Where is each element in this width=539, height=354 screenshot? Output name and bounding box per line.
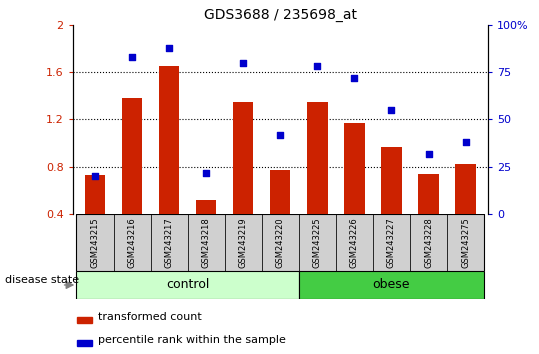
Bar bbox=[150, 214, 188, 271]
Title: GDS3688 / 235698_at: GDS3688 / 235698_at bbox=[204, 8, 357, 22]
Point bbox=[202, 170, 211, 175]
Text: GSM243227: GSM243227 bbox=[387, 217, 396, 268]
Bar bbox=[77, 317, 92, 323]
Text: disease state: disease state bbox=[5, 275, 80, 285]
Text: GSM243275: GSM243275 bbox=[461, 217, 470, 268]
Bar bbox=[447, 214, 484, 271]
Bar bbox=[410, 214, 447, 271]
Text: control: control bbox=[166, 279, 209, 291]
Text: GSM243228: GSM243228 bbox=[424, 217, 433, 268]
Bar bbox=[344, 123, 364, 214]
Bar bbox=[270, 170, 291, 214]
Bar bbox=[114, 214, 150, 271]
Text: transformed count: transformed count bbox=[98, 312, 202, 322]
Text: GSM243216: GSM243216 bbox=[128, 217, 136, 268]
Point bbox=[91, 173, 99, 179]
Point bbox=[128, 54, 136, 60]
Bar bbox=[299, 214, 336, 271]
Point bbox=[165, 45, 174, 50]
Bar bbox=[188, 214, 225, 271]
Bar bbox=[233, 102, 253, 214]
Point bbox=[350, 75, 359, 81]
Text: obese: obese bbox=[372, 279, 410, 291]
Text: GSM243219: GSM243219 bbox=[239, 217, 248, 268]
Bar bbox=[373, 214, 410, 271]
Point bbox=[461, 139, 470, 145]
Bar bbox=[159, 66, 179, 214]
Point bbox=[424, 151, 433, 156]
Bar bbox=[336, 214, 373, 271]
Point bbox=[239, 60, 247, 65]
Bar bbox=[262, 214, 299, 271]
Text: GSM243225: GSM243225 bbox=[313, 217, 322, 268]
Text: percentile rank within the sample: percentile rank within the sample bbox=[98, 335, 286, 345]
Bar bbox=[122, 98, 142, 214]
Point bbox=[387, 107, 396, 113]
Bar bbox=[77, 340, 92, 346]
Bar bbox=[196, 200, 216, 214]
Bar bbox=[418, 174, 439, 214]
Bar bbox=[455, 165, 476, 214]
Bar bbox=[77, 271, 299, 299]
Bar bbox=[307, 102, 328, 214]
Bar bbox=[225, 214, 262, 271]
Bar bbox=[85, 175, 105, 214]
Text: GSM243220: GSM243220 bbox=[276, 217, 285, 268]
Point bbox=[276, 132, 285, 137]
Text: GSM243215: GSM243215 bbox=[91, 217, 100, 268]
Text: GSM243218: GSM243218 bbox=[202, 217, 211, 268]
Point bbox=[313, 64, 322, 69]
Bar bbox=[77, 214, 114, 271]
Text: GSM243226: GSM243226 bbox=[350, 217, 359, 268]
Bar bbox=[381, 147, 402, 214]
Bar bbox=[299, 271, 484, 299]
Text: GSM243217: GSM243217 bbox=[164, 217, 174, 268]
